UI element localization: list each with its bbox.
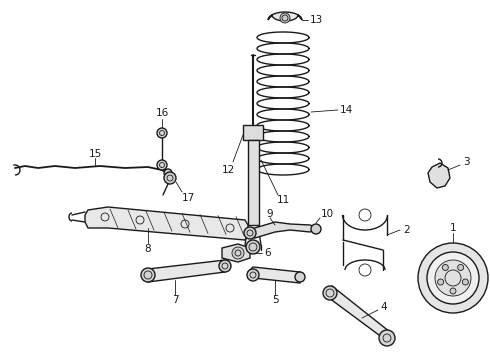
Text: 6: 6 [265,248,271,258]
Circle shape [435,260,471,296]
Circle shape [141,268,155,282]
Polygon shape [143,260,228,282]
Text: 3: 3 [463,157,469,167]
Circle shape [458,265,464,270]
Circle shape [463,279,468,285]
Text: 15: 15 [88,149,101,159]
Polygon shape [85,207,248,240]
Text: 7: 7 [172,295,178,305]
Text: 13: 13 [309,15,322,25]
Text: 1: 1 [450,223,456,233]
Circle shape [311,224,321,234]
Text: 4: 4 [381,302,387,312]
Circle shape [442,265,448,270]
Text: 16: 16 [155,108,169,118]
Circle shape [427,252,479,304]
Circle shape [219,260,231,272]
Circle shape [157,160,167,170]
Circle shape [246,240,260,254]
Text: 11: 11 [276,195,290,205]
Text: 12: 12 [221,165,235,175]
Circle shape [280,13,290,23]
Circle shape [247,269,259,281]
Text: 10: 10 [320,209,334,219]
Circle shape [295,272,305,282]
Text: 9: 9 [267,209,273,219]
Circle shape [379,330,395,346]
Text: 17: 17 [181,193,195,203]
Text: 2: 2 [404,225,410,235]
Circle shape [438,279,443,285]
Polygon shape [325,286,392,342]
Circle shape [164,172,176,184]
Text: 8: 8 [145,244,151,254]
Text: 14: 14 [340,105,353,115]
Circle shape [157,128,167,138]
Polygon shape [222,244,250,262]
Text: 5: 5 [271,295,278,305]
Polygon shape [248,222,318,238]
Circle shape [244,227,256,239]
Circle shape [232,247,244,259]
Polygon shape [268,12,302,21]
Circle shape [164,169,172,177]
Polygon shape [248,267,302,283]
Bar [248,140,259,225]
Bar [243,125,263,140]
Circle shape [418,243,488,313]
Polygon shape [428,163,450,188]
Circle shape [323,286,337,300]
Circle shape [450,288,456,294]
